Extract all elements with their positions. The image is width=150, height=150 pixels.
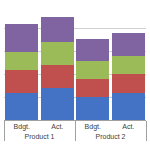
svg-text:Product 2: Product 2 xyxy=(96,133,126,140)
svg-text:Act.: Act. xyxy=(51,123,63,130)
svg-text:Bdgt.: Bdgt. xyxy=(85,123,101,131)
svg-text:Act.: Act. xyxy=(122,123,134,130)
svg-text:Product 1: Product 1 xyxy=(25,133,55,140)
svg-text:Bdgt.: Bdgt. xyxy=(14,123,30,131)
